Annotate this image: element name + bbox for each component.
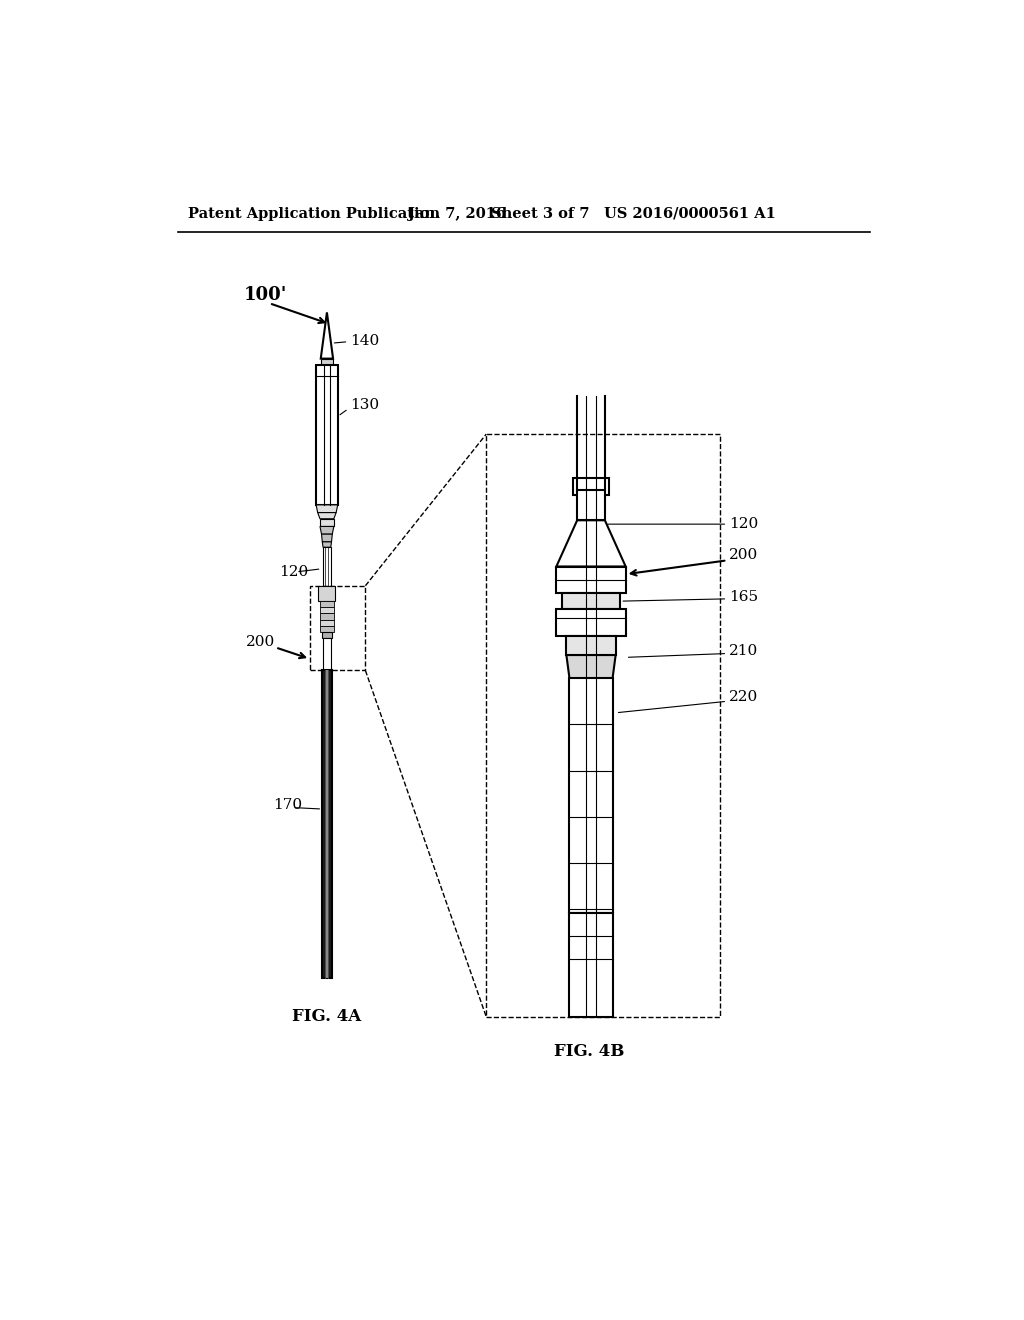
Text: 100': 100' xyxy=(244,285,287,304)
Polygon shape xyxy=(556,520,626,566)
Bar xyxy=(326,671,328,978)
Text: 165: 165 xyxy=(729,590,758,605)
Bar xyxy=(566,636,615,655)
Bar xyxy=(556,609,626,636)
Polygon shape xyxy=(319,519,334,527)
Bar xyxy=(323,632,332,638)
Polygon shape xyxy=(319,527,334,535)
Text: FIG. 4A: FIG. 4A xyxy=(292,1008,361,1026)
Text: Sheet 3 of 7: Sheet 3 of 7 xyxy=(490,207,590,220)
Polygon shape xyxy=(323,543,332,548)
Text: 140: 140 xyxy=(350,334,379,348)
Text: 220: 220 xyxy=(729,690,758,705)
Bar xyxy=(316,364,338,506)
Bar xyxy=(486,434,720,1016)
Bar xyxy=(321,359,333,364)
Bar xyxy=(578,490,605,520)
Text: Patent Application Publication: Patent Application Publication xyxy=(188,207,440,220)
Bar xyxy=(573,478,608,495)
Bar xyxy=(319,601,334,607)
Bar xyxy=(310,586,366,671)
Bar xyxy=(319,614,334,619)
Bar xyxy=(319,607,334,614)
Text: US 2016/0000561 A1: US 2016/0000561 A1 xyxy=(604,207,776,220)
Polygon shape xyxy=(322,535,333,543)
Polygon shape xyxy=(321,313,333,359)
Text: 120: 120 xyxy=(280,565,308,579)
Bar xyxy=(319,626,334,632)
Bar xyxy=(323,548,331,586)
Text: FIG. 4B: FIG. 4B xyxy=(554,1043,624,1060)
Bar xyxy=(323,638,331,671)
Bar xyxy=(569,913,612,1016)
Bar xyxy=(562,594,621,609)
Bar xyxy=(318,586,336,601)
Text: 120: 120 xyxy=(729,517,758,531)
Text: 200: 200 xyxy=(246,635,275,649)
Text: 200: 200 xyxy=(729,548,758,562)
Bar xyxy=(323,671,332,978)
Text: Jan. 7, 2016: Jan. 7, 2016 xyxy=(408,207,506,220)
Text: 210: 210 xyxy=(729,644,758,659)
Polygon shape xyxy=(566,655,615,678)
Bar xyxy=(556,566,626,594)
Text: 170: 170 xyxy=(273,799,302,812)
Bar xyxy=(319,619,334,626)
Polygon shape xyxy=(316,506,338,512)
Polygon shape xyxy=(317,512,336,519)
Bar xyxy=(569,678,612,913)
Text: 130: 130 xyxy=(350,397,379,412)
